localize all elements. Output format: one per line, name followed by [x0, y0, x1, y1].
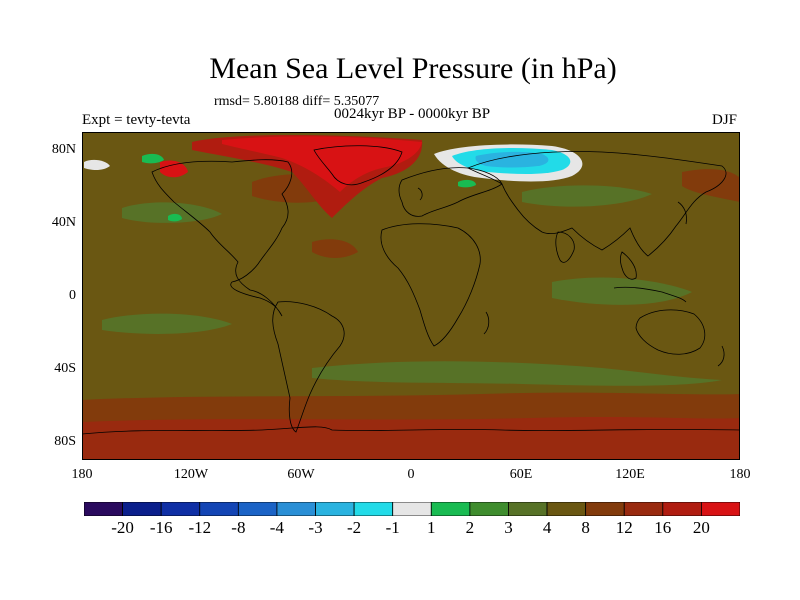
- colorbar-label: 20: [692, 518, 710, 537]
- season-label: DJF: [712, 112, 738, 128]
- coastline-north-america: [151, 159, 293, 317]
- colorbar-swatch: [546, 502, 587, 516]
- coastline-south-america: [272, 301, 345, 433]
- map-frame: [82, 132, 740, 460]
- colorbar-swatch: [199, 502, 239, 516]
- colorbar-swatch: [662, 502, 702, 516]
- arctic-ocean-anomaly: [84, 159, 110, 170]
- colorbar-label: 1: [427, 518, 436, 537]
- coastline-australia: [635, 309, 706, 355]
- lon-label-180e: 180: [729, 467, 751, 482]
- lat-label-40n: 40N: [51, 215, 76, 230]
- colorbar-label: 8: [581, 518, 590, 537]
- arctic-ocean-green: [142, 153, 164, 164]
- colorbar-swatch: [623, 502, 664, 516]
- colorbar-label: -20: [111, 518, 134, 537]
- coastline-uk: [417, 187, 423, 201]
- antarctic-band-16-20: [82, 417, 740, 460]
- southern-green-band: [312, 361, 722, 386]
- colorbar-label: 3: [504, 518, 513, 537]
- colorbar-label: -1: [385, 518, 400, 537]
- coastline-indonesia: [613, 286, 687, 303]
- colorbar-swatch: [508, 502, 548, 516]
- rmsd-diff-stats: rmsd= 5.80188 diff= 5.35077: [214, 94, 380, 109]
- colorbar-swatch: [353, 502, 394, 516]
- coastlines: [82, 145, 740, 435]
- coastline-southeast-asia: [620, 251, 637, 280]
- colorbar-swatch: [430, 502, 471, 516]
- colorbar-label: -16: [149, 518, 173, 537]
- coastline-antarctica: [82, 426, 740, 435]
- colorbar-swatch: [585, 502, 625, 516]
- coastline-japan: [677, 201, 687, 225]
- coastline-new-zealand: [717, 345, 725, 367]
- lon-label-120e: 120E: [615, 467, 645, 482]
- colorbar-label: 4: [542, 518, 552, 537]
- colorbar-swatch: [122, 502, 162, 516]
- colorbar-label: -4: [269, 518, 284, 537]
- lat-label-80n: 80N: [51, 142, 76, 157]
- colorbar-label: -2: [347, 518, 362, 537]
- coastline-asia: [467, 151, 727, 257]
- lat-label-80s: 80S: [54, 434, 76, 449]
- alaska-red: [160, 160, 188, 178]
- coastline-madagascar: [483, 311, 490, 335]
- colorbar-swatch: [701, 502, 740, 516]
- colorbar-label: 12: [615, 518, 633, 537]
- greenland-red-core: [222, 136, 422, 192]
- colorbar-swatch: [84, 502, 123, 516]
- indian-ocean-green: [552, 277, 692, 305]
- colorbar: [84, 502, 740, 516]
- lon-label-0: 0: [407, 467, 415, 482]
- eurasia-negative-blue: [475, 151, 549, 168]
- north-pacific-green: [122, 202, 222, 223]
- colorbar-swatch: [315, 502, 355, 516]
- pressure-anomaly-map: [82, 132, 740, 460]
- colorbar-label: -8: [231, 518, 246, 537]
- bright-green-patch-2: [458, 179, 476, 188]
- colorbar-swatch: [276, 502, 316, 516]
- colorbar-label: 16: [654, 518, 672, 537]
- coastline-india: [555, 231, 575, 263]
- colorbar-swatch: [392, 502, 432, 516]
- lon-label-180w: 180: [71, 467, 93, 482]
- lon-label-120w: 120W: [173, 467, 209, 482]
- coastline-greenland: [313, 145, 403, 186]
- colorbar-label: -3: [308, 518, 323, 537]
- colorbar-label: -12: [188, 518, 212, 537]
- central-asia-green: [522, 185, 652, 207]
- colorbar-swatch: [237, 502, 278, 516]
- plot-title: Mean Sea Level Pressure (in hPa): [209, 52, 617, 85]
- lat-label-eq: 0: [69, 288, 76, 303]
- mid-atlantic-brown: [312, 239, 358, 258]
- lon-label-60w: 60W: [287, 467, 315, 482]
- colorbar-label: 2: [465, 518, 475, 537]
- lon-label-60e: 60E: [509, 467, 533, 482]
- experiment-label: Expt = tevty-tevta: [82, 112, 191, 128]
- period-label: 0024kyr BP - 0000kyr BP: [333, 106, 491, 122]
- colorbar-swatch: [160, 502, 201, 516]
- bright-green-patch-1: [168, 213, 182, 222]
- coastline-africa: [380, 223, 481, 347]
- south-pacific-green: [102, 313, 232, 334]
- colorbar-swatch: [469, 502, 509, 516]
- lat-label-40s: 40S: [54, 361, 76, 376]
